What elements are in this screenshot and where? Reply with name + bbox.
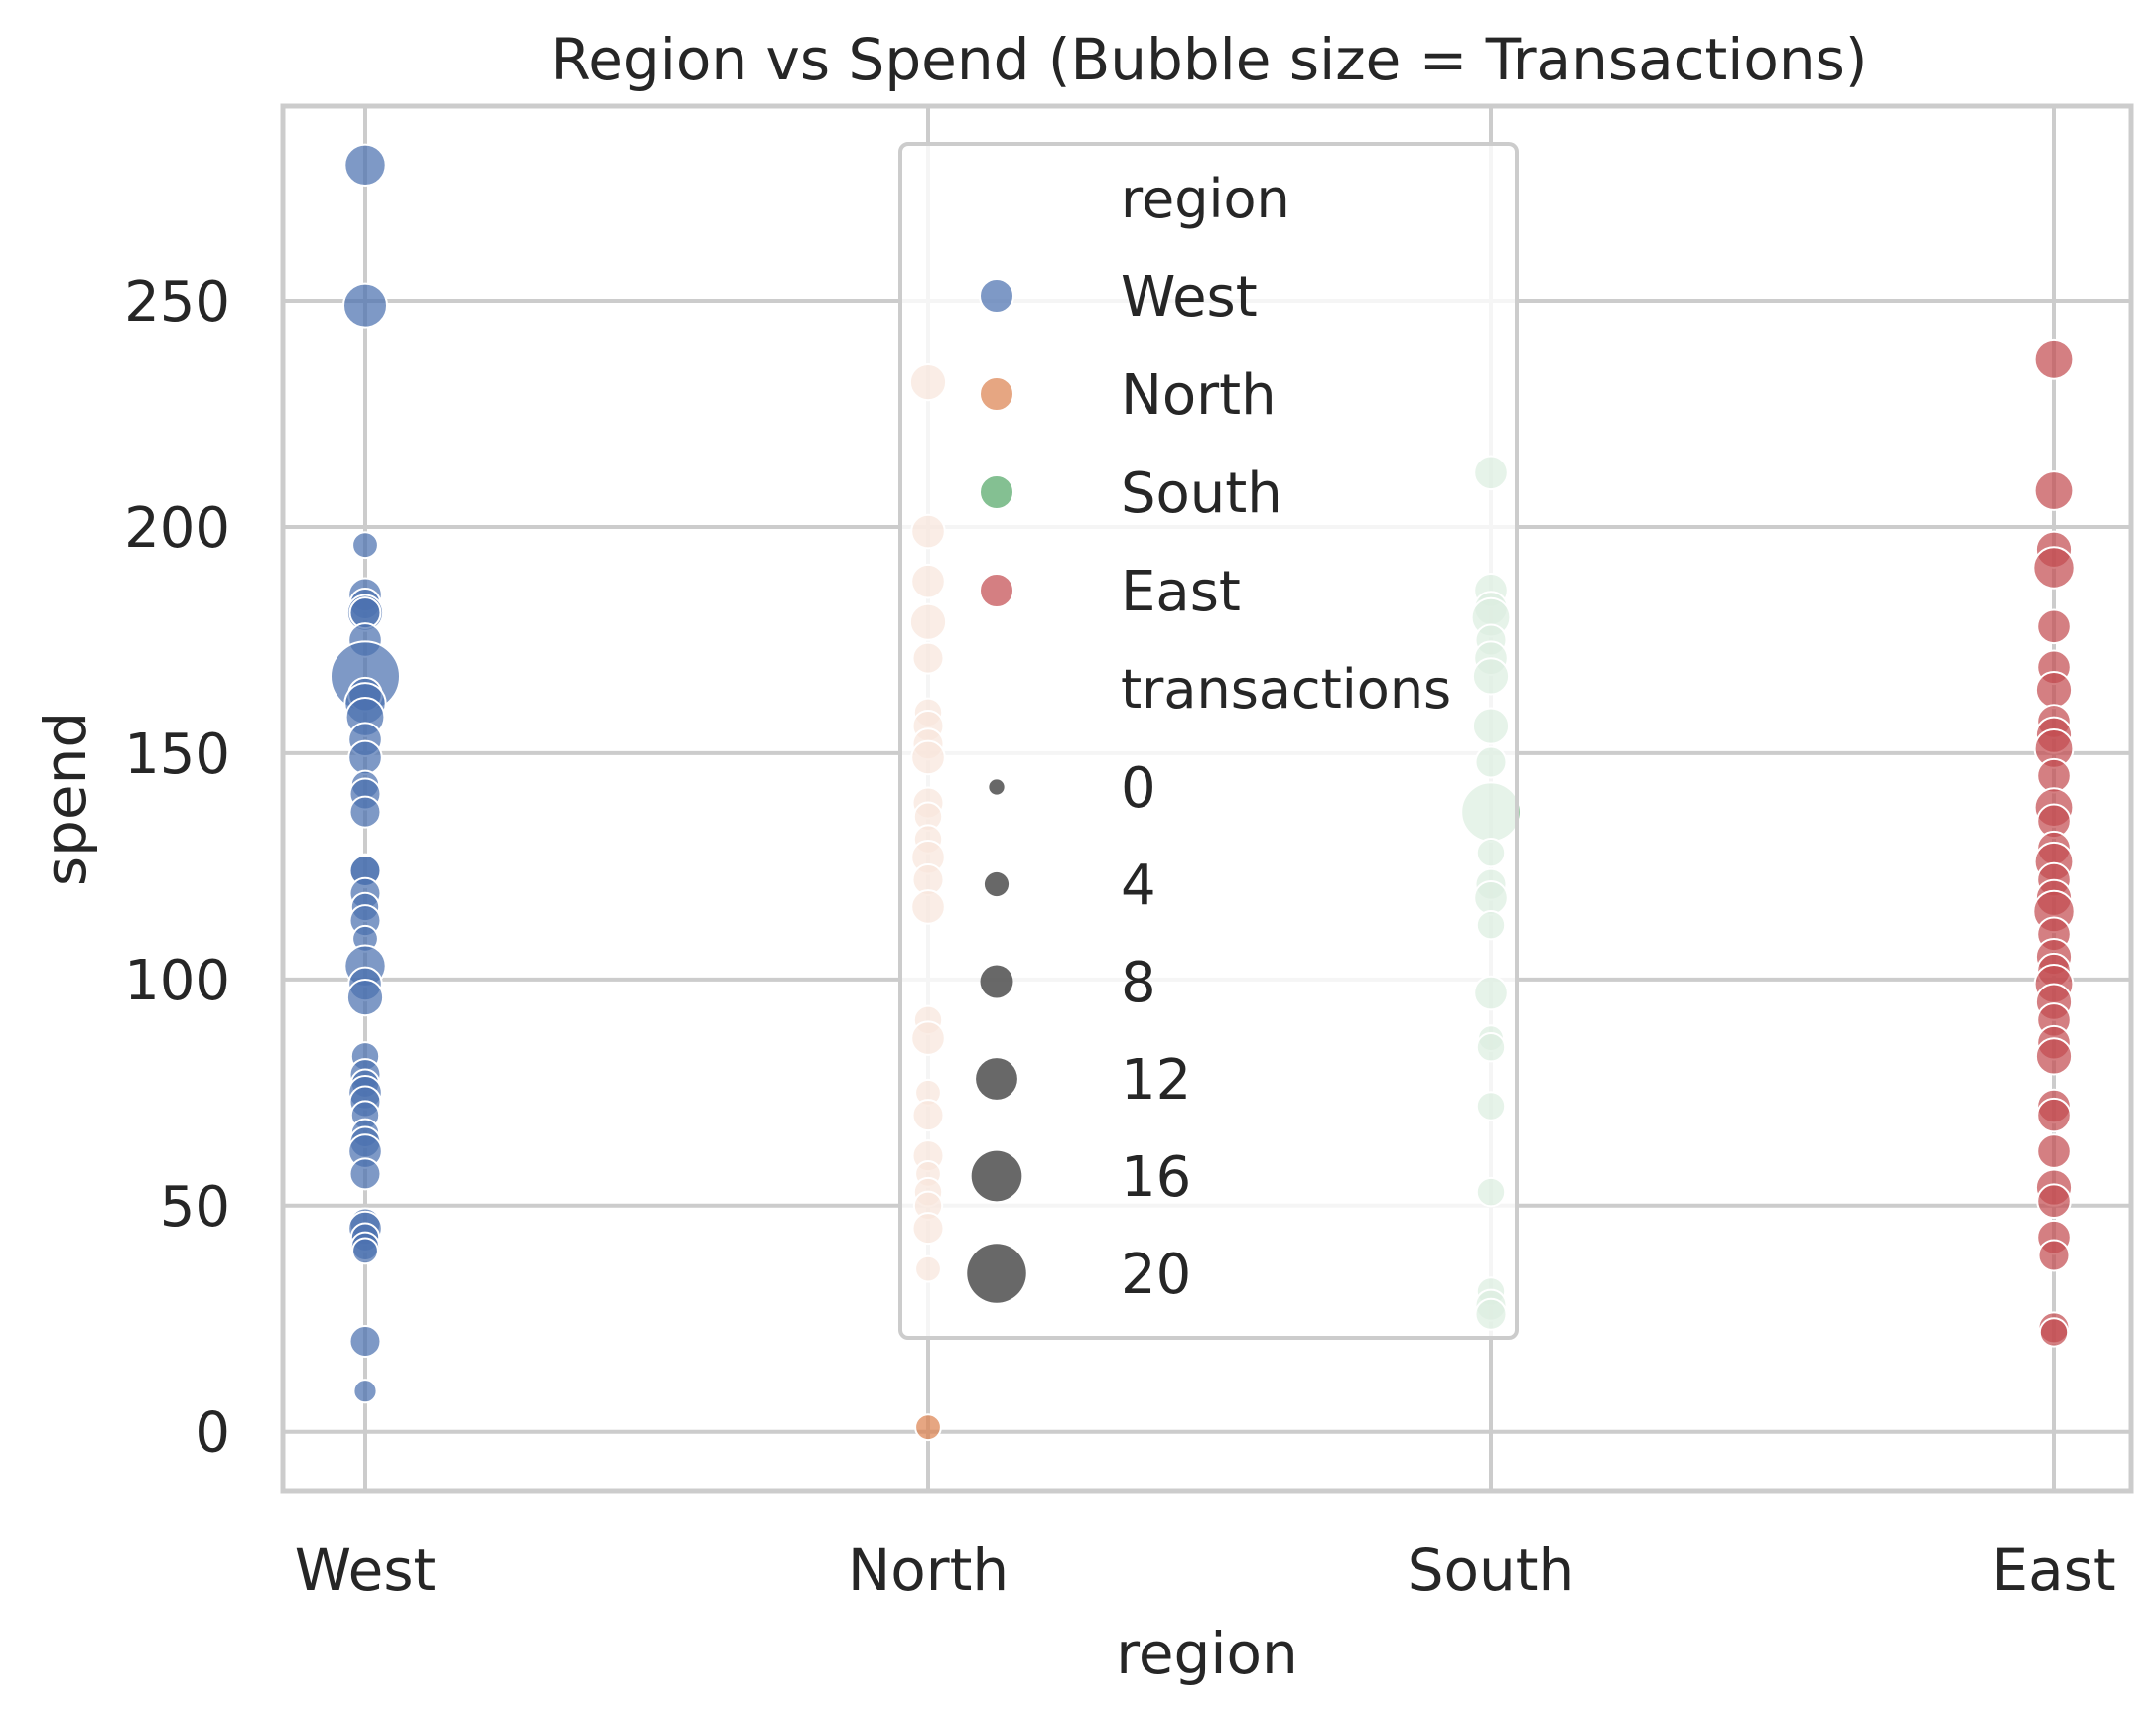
legend-marker-north (979, 376, 1014, 412)
data-point-east (2033, 338, 2075, 380)
y-axis-label: spend (32, 712, 99, 886)
x-tick-labels: West North South East (295, 1536, 2116, 1604)
legend-size-marker (976, 1058, 1017, 1100)
legend-size-label: 12 (1121, 1048, 1191, 1113)
chart-title: Region vs Spend (Bubble size = Transacti… (551, 26, 1868, 93)
x-tick-label: South (1408, 1536, 1575, 1604)
data-point-north (914, 1413, 942, 1442)
legend-size-label: 0 (1121, 756, 1156, 821)
x-tick-label: North (848, 1536, 1009, 1604)
legend-label-south: South (1121, 462, 1282, 526)
data-point-east (2036, 1133, 2072, 1169)
legend-size-marker (980, 965, 1013, 998)
y-tick-label: 150 (124, 723, 230, 787)
legend-label-east: East (1121, 560, 1241, 624)
x-axis-label: region (1116, 1620, 1297, 1687)
legend-marker-west (979, 278, 1014, 314)
data-point-west (348, 1157, 382, 1191)
legend-region-title: region (1121, 168, 1290, 230)
data-point-west (352, 1379, 378, 1404)
legend-size-label: 8 (1121, 951, 1156, 1015)
legend: region transactions West North South East 0 4… (898, 142, 1519, 1340)
data-point-west (348, 1325, 382, 1359)
data-point-west (343, 143, 387, 187)
legend-size-marker (967, 1244, 1026, 1303)
legend-label-west: West (1121, 265, 1258, 330)
legend-label-north: North (1121, 363, 1277, 428)
y-tick-labels: 0 50 100 150 200 250 (124, 270, 230, 1466)
data-point-east (2038, 1317, 2070, 1348)
data-point-west (351, 531, 379, 560)
data-point-east (2036, 1183, 2072, 1220)
legend-size-label: 4 (1121, 854, 1156, 918)
legend-marker-south (979, 474, 1014, 510)
legend-size-marker (984, 871, 1010, 897)
data-point-west (347, 739, 383, 776)
y-tick-label: 200 (124, 496, 230, 561)
y-tick-label: 50 (160, 1175, 230, 1240)
legend-box (898, 142, 1519, 1340)
data-point-east (2036, 608, 2072, 645)
data-point-east (2033, 470, 2075, 511)
legend-size-label: 16 (1121, 1145, 1191, 1210)
x-tick-label: West (295, 1536, 437, 1604)
data-point-east (2034, 1037, 2074, 1076)
data-point-west (351, 1237, 379, 1265)
y-tick-label: 0 (195, 1401, 230, 1466)
data-point-east (2034, 670, 2074, 710)
x-tick-label: East (1991, 1536, 2115, 1604)
legend-marker-east (979, 573, 1014, 608)
legend-size-title: transactions (1121, 658, 1451, 721)
y-tick-label: 100 (124, 949, 230, 1013)
data-point-east (2037, 1239, 2071, 1272)
data-point-west (342, 282, 388, 329)
legend-size-marker (989, 779, 1005, 795)
y-tick-label: 250 (124, 270, 230, 334)
data-point-west (348, 795, 382, 829)
legend-size-marker (971, 1150, 1022, 1202)
plot-area (280, 103, 2134, 1494)
data-point-west (345, 978, 385, 1017)
legend-size-label: 20 (1121, 1243, 1191, 1307)
data-point-east (2032, 546, 2076, 590)
data-point-east (2036, 1097, 2072, 1133)
